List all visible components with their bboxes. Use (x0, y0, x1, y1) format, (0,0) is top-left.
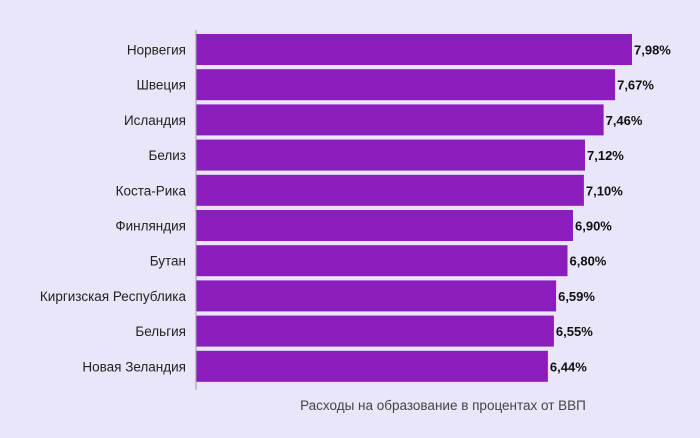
bar (196, 315, 554, 347)
category-label: Новая Зеландия (82, 359, 186, 374)
bar (196, 280, 557, 312)
category-label: Бельгия (135, 324, 186, 339)
category-label: Бутан (150, 254, 186, 269)
bar (196, 69, 616, 101)
value-label: 6,80% (570, 254, 607, 269)
category-label: Финляндия (115, 219, 186, 234)
value-label: 6,59% (558, 289, 595, 304)
category-label: Коста-Рика (116, 183, 187, 198)
value-label: 7,10% (586, 183, 623, 198)
bar (196, 34, 632, 65)
x-axis-title: Расходы на образование в процентах от ВВ… (300, 398, 586, 413)
value-label: 6,55% (556, 324, 593, 339)
value-label: 7,98% (634, 43, 671, 58)
category-label: Белиз (148, 148, 186, 163)
category-label: Киргизская Республика (40, 289, 187, 304)
bars-group (196, 34, 632, 382)
bar (196, 245, 568, 277)
value-label: 7,46% (606, 113, 643, 128)
bar (196, 350, 548, 382)
category-label: Швеция (137, 78, 187, 93)
value-label: 7,12% (587, 148, 624, 163)
category-label: Норвегия (127, 43, 186, 58)
bar (196, 210, 573, 241)
bar (196, 104, 604, 136)
bar (196, 139, 585, 171)
value-label: 6,44% (550, 359, 587, 374)
category-labels-group: Норвегия Швеция Исландия Белиз Коста-Рика Фин… (40, 43, 187, 375)
value-label: 6,90% (575, 219, 612, 234)
bar (196, 174, 584, 206)
category-label: Исландия (124, 113, 186, 128)
value-labels-group: 7,98% 7,67% 7,46% 7,12% 7,10% 6,90% 6,80% 6,59%… (550, 43, 671, 375)
value-label: 7,67% (617, 78, 654, 93)
